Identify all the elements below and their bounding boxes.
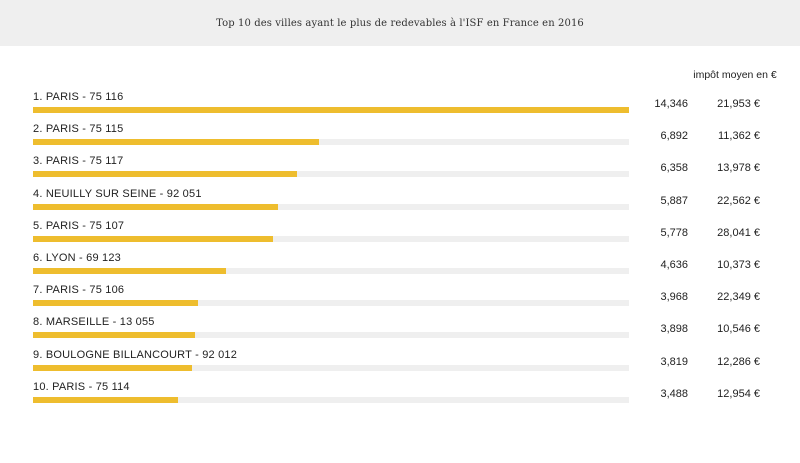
bar-row: 10. PARIS - 75 114 3,488 12,954 € (0, 381, 800, 411)
bar-value-label: 3,488 (660, 387, 688, 400)
bar-row: 6. LYON - 69 123 4,636 10,373 € (0, 252, 800, 282)
bar-value-label: 3,819 (660, 355, 688, 368)
bar-row: 3. PARIS - 75 117 6,358 13,978 € (0, 155, 800, 185)
impot-moyen-value: 22,562 € (717, 194, 760, 207)
bar (33, 171, 298, 178)
bar-row: 2. PARIS - 75 115 6,892 11,362 € (0, 123, 800, 153)
impot-moyen-value: 13,978 € (717, 162, 760, 175)
bar-row: 8. MARSEILLE - 13 055 3,898 10,546 € (0, 316, 800, 346)
impot-moyen-value: 12,954 € (717, 387, 760, 400)
bar (33, 364, 192, 371)
impot-moyen-value: 22,349 € (717, 291, 760, 304)
chart-title: Top 10 des villes ayant le plus de redev… (216, 17, 584, 29)
bar-track (33, 364, 629, 371)
bar (33, 107, 629, 113)
bar-track (33, 396, 629, 403)
bar (33, 203, 278, 210)
bar (33, 268, 226, 274)
bar-value-label: 5,778 (660, 226, 688, 239)
column-header-impot-moyen: impôt moyen en € (693, 69, 777, 81)
bar (33, 396, 178, 403)
bar-track (33, 171, 629, 178)
bar-row: 7. PARIS - 75 106 3,968 22,349 € (0, 284, 800, 314)
bar-row: 5. PARIS - 75 107 5,778 28,041 € (0, 220, 800, 250)
bar-row: 4. NEUILLY SUR SEINE - 92 051 5,887 22,562… (0, 188, 800, 218)
bar-category-label: 4. NEUILLY SUR SEINE - 92 051 (33, 187, 202, 200)
impot-moyen-value: 12,286 € (717, 355, 760, 368)
bar-track (33, 235, 629, 242)
chart-header: Top 10 des villes ayant le plus de redev… (0, 0, 800, 46)
bar-category-label: 1. PARIS - 75 116 (33, 91, 124, 103)
bar (33, 139, 320, 146)
bar-category-label: 8. MARSEILLE - 13 055 (33, 316, 155, 329)
impot-moyen-value: 28,041 € (717, 226, 760, 239)
bar-value-label: 3,968 (660, 291, 688, 304)
bar-category-label: 9. BOULOGNE BILLANCOURT - 92 012 (33, 348, 238, 361)
bar-category-label: 2. PARIS - 75 115 (33, 123, 124, 136)
bar-value-label: 5,887 (660, 194, 688, 207)
bar-category-label: 6. LYON - 69 123 (33, 252, 121, 264)
bar-track (33, 268, 629, 274)
bar-category-label: 7. PARIS - 75 106 (33, 284, 125, 297)
bar-track (33, 139, 629, 146)
bar-category-label: 10. PARIS - 75 114 (33, 380, 130, 393)
bar (33, 300, 198, 307)
bar-track (33, 203, 629, 210)
impot-moyen-value: 10,373 € (717, 259, 760, 271)
bar (33, 235, 274, 242)
impot-moyen-value: 21,953 € (717, 98, 760, 110)
bar-value-label: 4,636 (660, 259, 688, 271)
bar (33, 332, 195, 339)
bar-track (33, 332, 629, 339)
bar-track (33, 107, 629, 113)
bar-row: 9. BOULOGNE BILLANCOURT - 92 012 3,819 12,… (0, 349, 800, 379)
bar-value-label: 3,898 (660, 323, 688, 336)
bar-track (33, 300, 629, 307)
bar-category-label: 5. PARIS - 75 107 (33, 219, 125, 232)
bar-value-label: 6,358 (660, 162, 688, 175)
bar-value-label: 14,346 (654, 98, 688, 110)
bar-category-label: 3. PARIS - 75 117 (33, 155, 124, 168)
bar-row: 1. PARIS - 75 116 14,346 21,953 € (0, 91, 800, 121)
impot-moyen-value: 11,362 € (717, 130, 760, 143)
bar-value-label: 6,892 (660, 130, 688, 143)
impot-moyen-value: 10,546 € (717, 323, 760, 336)
